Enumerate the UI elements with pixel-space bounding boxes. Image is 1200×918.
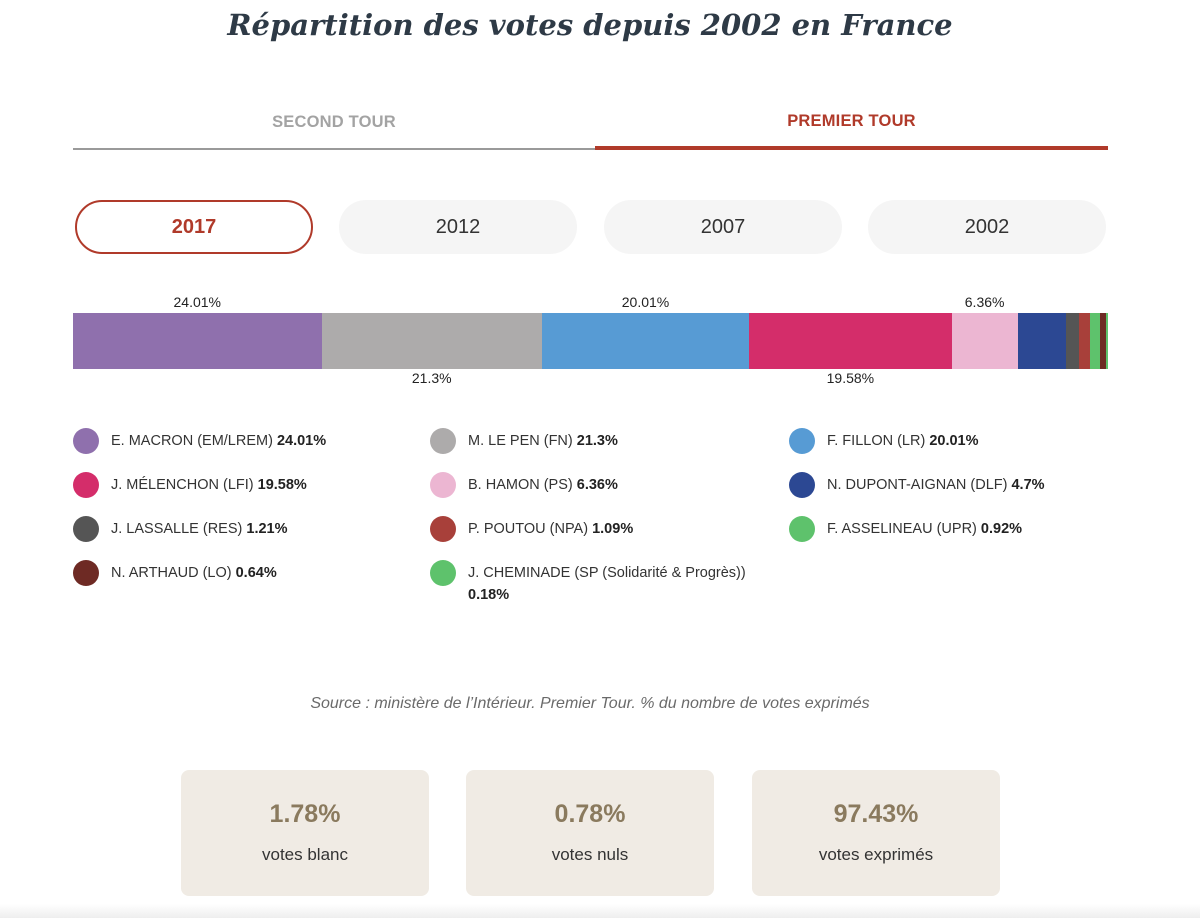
legend-color-dot	[789, 428, 815, 454]
page-title: Répartition des votes depuis 2002 en Fra…	[227, 8, 953, 42]
stat-value: 97.43%	[833, 800, 919, 828]
legend-item: N. ARTHAUD (LO) 0.64%	[73, 560, 413, 586]
stat-label: votes exprimés	[818, 845, 934, 864]
legend-candidate-name: F. FILLON (LR)	[827, 433, 930, 449]
bar-segment	[1099, 313, 1107, 369]
legend-candidate-name: E. MACRON (EM/LREM)	[111, 433, 277, 449]
stat-value: 0.78%	[554, 800, 626, 828]
bar-data-label: 6.36%	[964, 294, 1005, 310]
legend-color-dot	[73, 516, 99, 542]
year-button-2007[interactable]: 2007	[604, 200, 842, 254]
bar-segment	[1106, 313, 1108, 369]
tab-second-tour[interactable]: SECOND TOUR	[73, 96, 595, 150]
legend-label: P. POUTOU (NPA) 1.09%	[468, 516, 633, 540]
stat-value: 1.78%	[269, 800, 341, 828]
legend-candidate-name: J. MÉLENCHON (LFI)	[111, 477, 258, 493]
bar-data-label: 20.01%	[621, 294, 670, 310]
legend-label: B. HAMON (PS) 6.36%	[468, 472, 618, 496]
legend-label: F. ASSELINEAU (UPR) 0.92%	[827, 516, 1022, 540]
legend-candidate-name: P. POUTOU (NPA)	[468, 521, 593, 537]
legend-color-dot	[430, 560, 456, 586]
bar-data-label: 19.58%	[826, 370, 875, 386]
legend-value: 1.21%	[246, 521, 288, 537]
legend-value: 6.36%	[576, 477, 618, 493]
stat-card-nuls: 0.78% votes nuls	[466, 770, 714, 896]
stacked-bar-chart: 24.01% 21.3% 20.01% 19.58% 6.36%	[73, 292, 1108, 392]
bar-segment	[1078, 313, 1090, 369]
legend-label: J. CHEMINADE (SP (Solidarité & Progrès))…	[468, 560, 770, 606]
legend-value: 4.7%	[1011, 477, 1045, 493]
legend-value: 1.09%	[592, 521, 634, 537]
legend-color-dot	[430, 472, 456, 498]
legend-color-dot	[430, 428, 456, 454]
legend-label: N. DUPONT-AIGNAN (DLF) 4.7%	[827, 472, 1045, 496]
legend-candidate-name: B. HAMON (PS)	[468, 477, 577, 493]
legend-value: 19.58%	[257, 477, 307, 493]
legend-value: 20.01%	[929, 433, 979, 449]
legend-item: J. CHEMINADE (SP (Solidarité & Progrès))…	[430, 560, 770, 606]
bar-segment	[1017, 313, 1067, 369]
legend-candidate-name: N. ARTHAUD (LO)	[111, 565, 236, 581]
stat-card-exprimes: 97.43% votes exprimés	[752, 770, 1000, 896]
legend-candidate-name: F. ASSELINEAU (UPR)	[827, 521, 981, 537]
legend-label: M. LE PEN (FN) 21.3%	[468, 428, 618, 452]
legend-item: F. FILLON (LR) 20.01%	[789, 428, 1129, 454]
year-button-2012[interactable]: 2012	[339, 200, 577, 254]
source-note: Source : ministère de l’Intérieur. Premi…	[310, 695, 870, 712]
legend-label: J. LASSALLE (RES) 1.21%	[111, 516, 288, 540]
legend-label: F. FILLON (LR) 20.01%	[827, 428, 979, 452]
tab-premier-tour[interactable]: PREMIER TOUR	[595, 96, 1108, 150]
bar-segment	[541, 313, 750, 369]
legend-item: J. MÉLENCHON (LFI) 19.58%	[73, 472, 413, 498]
legend-item: M. LE PEN (FN) 21.3%	[430, 428, 770, 454]
legend-item: N. DUPONT-AIGNAN (DLF) 4.7%	[789, 472, 1129, 498]
bar-segment	[1066, 313, 1079, 369]
legend-color-dot	[789, 516, 815, 542]
legend-value: 0.92%	[980, 521, 1023, 537]
bar-data-label: 21.3%	[411, 370, 452, 386]
legend-value: 0.18%	[468, 587, 510, 603]
round-tabs: SECOND TOUR PREMIER TOUR	[73, 96, 1108, 150]
legend-value: 21.3%	[576, 433, 618, 449]
bar-segment	[321, 313, 542, 369]
stat-label: votes blanc	[262, 845, 348, 864]
legend-label: E. MACRON (EM/LREM) 24.01%	[111, 428, 326, 452]
legend-color-dot	[73, 472, 99, 498]
legend-label: N. ARTHAUD (LO) 0.64%	[111, 560, 277, 584]
legend-color-dot	[73, 428, 99, 454]
bar-segment	[749, 313, 952, 369]
bar-segment	[73, 313, 322, 369]
stat-label: votes nuls	[551, 845, 629, 864]
year-selector: 2017 2012 2007 2002	[0, 200, 1200, 254]
legend-candidate-name: J. LASSALLE (RES)	[111, 521, 247, 537]
stat-card-blanc: 1.78% votes blanc	[181, 770, 429, 896]
legend-item: E. MACRON (EM/LREM) 24.01%	[73, 428, 413, 454]
bar-segment	[1089, 313, 1100, 369]
bar-data-label: 24.01%	[173, 294, 221, 310]
legend-item: J. LASSALLE (RES) 1.21%	[73, 516, 413, 542]
year-button-2017[interactable]: 2017	[75, 200, 313, 254]
legend-candidate-name: M. LE PEN (FN)	[468, 433, 577, 449]
legend-item: F. ASSELINEAU (UPR) 0.92%	[789, 516, 1129, 542]
legend-candidate-name: J. CHEMINADE (SP (Solidarité & Progrès))	[468, 565, 746, 581]
bar-segment	[951, 313, 1018, 369]
legend-color-dot	[430, 516, 456, 542]
year-button-2002[interactable]: 2002	[868, 200, 1106, 254]
legend-label: J. MÉLENCHON (LFI) 19.58%	[111, 472, 307, 496]
legend-item: B. HAMON (PS) 6.36%	[430, 472, 770, 498]
legend-candidate-name: N. DUPONT-AIGNAN (DLF)	[827, 477, 1012, 493]
legend-color-dot	[73, 560, 99, 586]
legend-value: 24.01%	[276, 433, 327, 449]
bottom-fade	[0, 904, 1200, 918]
legend-value: 0.64%	[235, 565, 277, 581]
legend-item: P. POUTOU (NPA) 1.09%	[430, 516, 770, 542]
legend-color-dot	[789, 472, 815, 498]
